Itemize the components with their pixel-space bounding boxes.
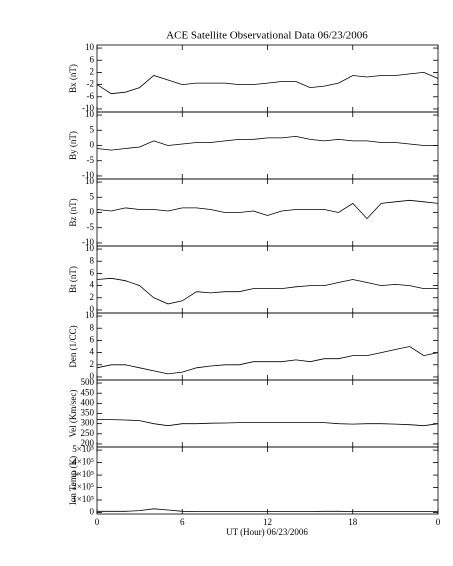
y-tick-label: 0 — [90, 207, 95, 217]
y-tick-label: 2 — [90, 359, 95, 369]
y-tick-label: 10 — [85, 176, 95, 186]
x-tick-label: 18 — [348, 517, 358, 527]
y-tick-label: 2 — [90, 292, 95, 302]
y-tick-label: 6 — [90, 334, 95, 344]
y-tick-label: 10 — [85, 310, 95, 320]
y-tick-label: 300 — [81, 418, 95, 428]
y-tick-label: 8 — [90, 255, 95, 265]
y-tick-label: 200 — [81, 438, 95, 448]
y-tick-label: 5 — [90, 191, 95, 201]
x-tick-label: 0 — [95, 517, 100, 527]
y-tick-label: 2×10⁵ — [72, 482, 94, 492]
x-tick-label: 6 — [180, 517, 185, 527]
y-tick-label: 10 — [85, 243, 95, 253]
y-tick-label: 2 — [90, 66, 95, 76]
y-tick-label: -10 — [82, 237, 94, 247]
data-line — [96, 199, 439, 220]
y-tick-label: 0 — [90, 140, 95, 150]
y-tick-label: 6 — [90, 267, 95, 277]
y-axis-label: Bt (nT) — [68, 266, 78, 293]
y-tick-label: 450 — [81, 387, 95, 397]
y-tick-label: -6 — [87, 91, 95, 101]
y-tick-label: 1×10⁵ — [72, 494, 94, 504]
data-line — [96, 71, 439, 95]
y-axis-label: Vel (Km/sec) — [68, 390, 78, 438]
data-line — [96, 135, 438, 151]
y-tick-label: 0 — [90, 507, 95, 517]
y-tick-label: 3×10⁵ — [72, 469, 94, 479]
y-tick-label: 4×10⁵ — [72, 457, 94, 467]
y-tick-label: 6 — [90, 54, 95, 64]
y-tick-label: 4 — [90, 347, 95, 357]
y-tick-label: 8 — [90, 322, 95, 332]
y-axis-label: Ion Temp (K) — [68, 456, 78, 505]
data-line — [97, 508, 438, 512]
y-tick-label: 0 — [90, 371, 95, 381]
y-axis-label: Den (1/CC) — [68, 325, 78, 367]
y-tick-label: -2 — [87, 79, 95, 89]
data-line — [97, 419, 439, 427]
x-tick-label: 0 — [436, 517, 441, 527]
data-line — [96, 277, 438, 305]
y-tick-label: 400 — [81, 397, 95, 407]
y-tick-label: 5 — [90, 124, 95, 134]
data-line — [96, 346, 439, 375]
y-tick-label: 500 — [81, 377, 95, 387]
y-axis-label: By (nT) — [68, 131, 78, 160]
y-tick-label: -10 — [82, 103, 94, 113]
y-tick-label: -10 — [82, 170, 94, 180]
y-axis-label: Bz (nT) — [68, 198, 78, 226]
y-tick-label: 10 — [85, 42, 95, 52]
y-tick-label: 350 — [81, 408, 95, 418]
y-tick-label: 10 — [85, 109, 95, 119]
y-tick-label: -5 — [87, 222, 95, 232]
x-axis-label: UT (Hour) 06/23/2006 — [226, 527, 308, 537]
x-tick-label: 12 — [263, 517, 272, 527]
y-tick-label: 5×10⁵ — [72, 444, 94, 454]
y-tick-label: 0 — [90, 304, 95, 314]
y-axis-label: Bx (nT) — [68, 64, 78, 93]
y-tick-label: 4 — [90, 280, 95, 290]
y-tick-label: 250 — [81, 428, 95, 438]
y-tick-label: -5 — [87, 155, 95, 165]
chart-title: ACE Satellite Observational Data 06/23/2… — [166, 30, 368, 42]
